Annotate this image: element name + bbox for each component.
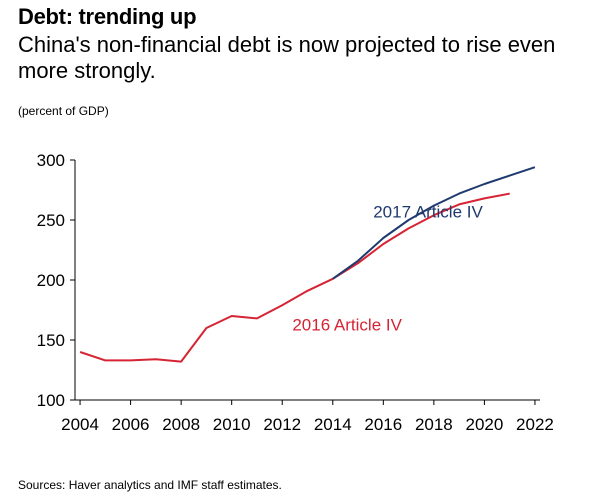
x-tick-label: 2016 bbox=[364, 415, 402, 434]
annotation-2017-article-iv: 2017 Article IV bbox=[373, 203, 483, 222]
x-tick-label: 2004 bbox=[61, 415, 99, 434]
x-tick-group: 2004 2006 2008 2010 2012 2014 2016 2018 2020 2022 bbox=[61, 400, 554, 434]
y-tick-label: 300 bbox=[37, 151, 65, 170]
series-group bbox=[79, 166, 536, 363]
x-tick-label: 2010 bbox=[213, 415, 251, 434]
series-line-2016-article-iv bbox=[79, 192, 510, 363]
x-tick-label: 2022 bbox=[516, 415, 554, 434]
x-tick-label: 2006 bbox=[112, 415, 150, 434]
y-tick-label: 250 bbox=[37, 211, 65, 230]
chart-title: Debt: trending up bbox=[18, 4, 197, 29]
y-tick-group: 100 150 200 250 300 bbox=[37, 151, 75, 410]
annotation-2016-article-iv: 2016 Article IV bbox=[292, 315, 402, 334]
series-line-2017-article-iv bbox=[332, 166, 536, 280]
y-tick-label: 150 bbox=[37, 331, 65, 350]
x-tick-label: 2008 bbox=[162, 415, 200, 434]
chart-subtitle: China's non-financial debt is now projec… bbox=[18, 32, 556, 83]
source-note: Sources: Haver analytics and IMF staff e… bbox=[18, 478, 282, 492]
x-tick-label: 2020 bbox=[465, 415, 503, 434]
unit-note: (percent of GDP) bbox=[18, 104, 109, 118]
x-tick-label: 2012 bbox=[263, 415, 301, 434]
y-tick-label: 200 bbox=[37, 271, 65, 290]
x-tick-label: 2014 bbox=[314, 415, 352, 434]
x-tick-label: 2018 bbox=[415, 415, 453, 434]
y-tick-label: 100 bbox=[37, 391, 65, 410]
